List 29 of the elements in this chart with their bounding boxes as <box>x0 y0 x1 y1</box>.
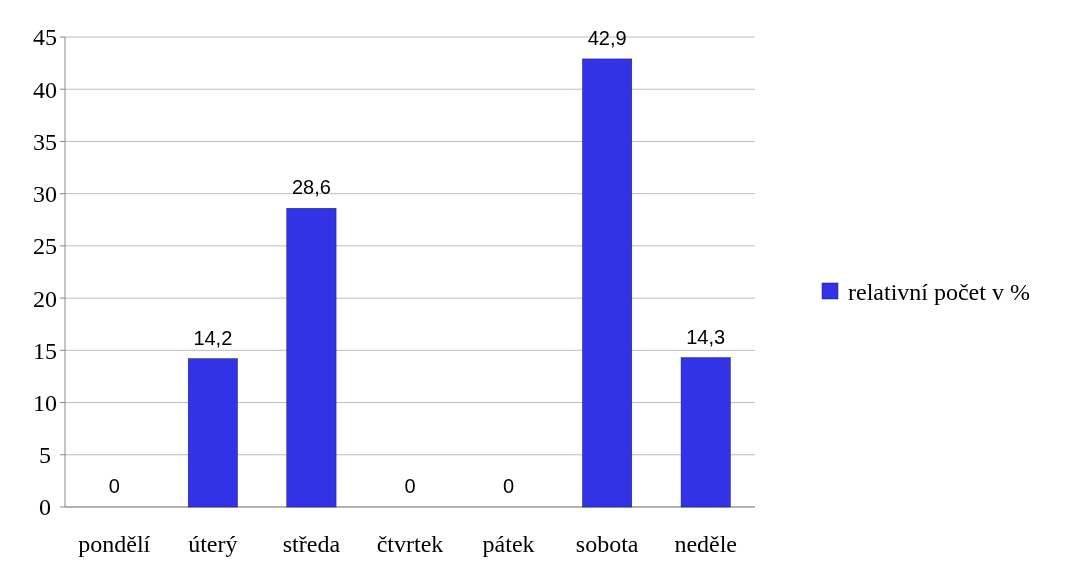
y-tick-label: 20 <box>33 285 57 312</box>
y-tick-label: 35 <box>33 128 57 155</box>
x-tick-label: úterý <box>188 531 238 557</box>
x-tick-label: sobota <box>575 531 639 557</box>
y-tick-label: 0 <box>39 494 51 521</box>
y-tick-label: 45 <box>33 24 57 51</box>
x-tick-label: pátek <box>482 531 535 557</box>
data-label: 0 <box>108 475 120 497</box>
x-tick-label: čtvrtek <box>376 531 444 557</box>
data-label: 0 <box>404 475 416 497</box>
y-tick-label: 5 <box>39 442 51 469</box>
data-label: 42,9 <box>587 26 627 49</box>
data-label: 0 <box>503 475 515 497</box>
bar <box>680 357 731 508</box>
x-tick-label: pondělí <box>78 531 151 557</box>
bar <box>187 358 238 508</box>
y-tick-label: 15 <box>33 337 57 364</box>
x-tick-label: neděle <box>674 531 738 557</box>
data-label: 28,6 <box>291 176 331 199</box>
data-label: 14,2 <box>193 326 233 349</box>
y-tick-label: 10 <box>33 389 57 416</box>
data-label: 14,3 <box>686 325 726 348</box>
y-tick-label: 25 <box>33 233 57 260</box>
legend-label: relativní počet v % <box>848 279 1030 306</box>
x-tick-label: středa <box>282 531 341 557</box>
bar <box>286 208 337 508</box>
y-tick-label: 40 <box>33 76 57 103</box>
bar <box>582 58 633 508</box>
y-tick-label: 30 <box>33 181 57 208</box>
